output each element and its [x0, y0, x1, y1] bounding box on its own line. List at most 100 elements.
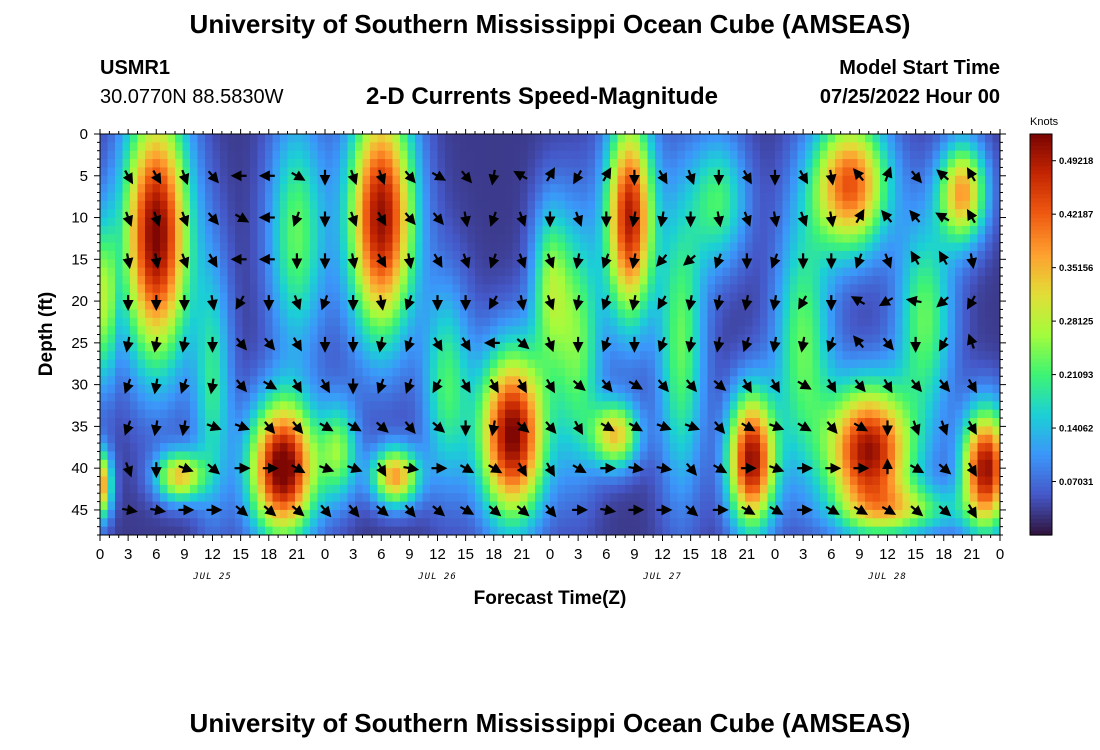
heatmap-cell: [400, 150, 409, 160]
heatmap-cell: [347, 434, 356, 444]
heatmap-cell: [460, 142, 469, 152]
heatmap-cell: [422, 401, 431, 411]
heatmap-cell: [452, 342, 461, 352]
heatmap-cell: [662, 184, 671, 194]
heatmap-cell: [467, 443, 476, 453]
heatmap-cell: [130, 159, 139, 169]
heatmap-cell: [520, 242, 529, 252]
heatmap-cell: [415, 175, 424, 185]
heatmap-cell: [505, 509, 514, 519]
heatmap-cell: [197, 134, 206, 143]
heatmap-cell: [332, 142, 341, 152]
heatmap-cell: [347, 267, 356, 277]
heatmap-cell: [317, 284, 326, 294]
heatmap-cell: [452, 443, 461, 453]
heatmap-cell: [610, 217, 619, 227]
heatmap-cell: [550, 434, 559, 444]
heatmap-cell: [310, 509, 319, 519]
heatmap-cell: [302, 175, 311, 185]
heatmap-cell: [347, 367, 356, 377]
heatmap-cell: [760, 459, 769, 469]
heatmap-cell: [400, 192, 409, 202]
heatmap-cell: [707, 401, 716, 411]
heatmap-cell: [152, 367, 161, 377]
heatmap-cell: [655, 443, 664, 453]
heatmap-cell: [595, 376, 604, 386]
heatmap-cell: [505, 184, 514, 194]
heatmap-cell: [332, 468, 341, 478]
heatmap-cell: [565, 509, 574, 519]
heatmap-cell: [722, 443, 731, 453]
heatmap-cell: [857, 309, 866, 319]
heatmap-cell: [782, 234, 791, 244]
heatmap-cell: [385, 301, 394, 311]
heatmap-cell: [145, 317, 154, 327]
heatmap-cell: [362, 175, 371, 185]
heatmap-cell: [122, 351, 131, 361]
heatmap-cell: [550, 217, 559, 227]
heatmap-cell: [257, 184, 266, 194]
heatmap-cell: [347, 292, 356, 302]
heatmap-cell: [190, 284, 199, 294]
heatmap-cell: [640, 292, 649, 302]
heatmap-cell: [677, 401, 686, 411]
heatmap-cell: [310, 409, 319, 419]
heatmap-cell: [512, 150, 521, 160]
heatmap-cell: [100, 359, 109, 369]
heatmap-cell: [497, 459, 506, 469]
heatmap-cell: [115, 167, 124, 177]
heatmap-cell: [640, 409, 649, 419]
heatmap-cell: [775, 518, 784, 528]
heatmap-cell: [445, 418, 454, 427]
heatmap-cell: [775, 501, 784, 511]
heatmap-cell: [505, 376, 514, 386]
heatmap-cell: [820, 242, 829, 252]
heatmap-cell: [812, 443, 821, 453]
heatmap-cell: [700, 267, 709, 277]
heatmap-cell: [325, 392, 334, 402]
heatmap-cell: [100, 267, 109, 277]
heatmap-cell: [475, 309, 484, 319]
heatmap-cell: [865, 200, 874, 210]
heatmap-cell: [392, 200, 401, 210]
heatmap-cell: [407, 134, 416, 143]
heatmap-cell: [520, 292, 529, 302]
heatmap-cell: [542, 518, 551, 528]
heatmap-cell: [385, 476, 394, 486]
heatmap-cell: [242, 418, 251, 427]
heatmap-cell: [445, 509, 454, 519]
heatmap-cell: [287, 509, 296, 519]
heatmap-cell: [857, 175, 866, 185]
heatmap-cell: [647, 225, 656, 235]
heatmap-cell: [775, 409, 784, 419]
heatmap-cell: [640, 259, 649, 269]
heatmap-cell: [670, 342, 679, 352]
heatmap-cell: [220, 476, 229, 486]
heatmap-cell: [737, 451, 746, 461]
heatmap-cell: [782, 175, 791, 185]
heatmap-cell: [130, 192, 139, 202]
heatmap-cell: [580, 526, 589, 535]
heatmap-cell: [250, 367, 259, 377]
heatmap-cell: [670, 334, 679, 344]
heatmap-cell: [205, 175, 214, 185]
heatmap-cell: [167, 159, 176, 169]
heatmap-cell: [107, 426, 116, 436]
heatmap-cell: [745, 150, 754, 160]
heatmap-cell: [752, 434, 761, 444]
heatmap-cell: [100, 276, 109, 285]
heatmap-cell: [647, 376, 656, 386]
heatmap-cell: [212, 184, 221, 194]
heatmap-cell: [842, 334, 851, 344]
heatmap-cell: [647, 259, 656, 269]
heatmap-cell: [760, 242, 769, 252]
heatmap-cell: [362, 326, 371, 336]
heatmap-cell: [625, 267, 634, 277]
heatmap-cell: [730, 184, 739, 194]
heatmap-cell: [520, 484, 529, 494]
heatmap-cell: [415, 451, 424, 461]
heatmap-cell: [452, 175, 461, 185]
heatmap-cell: [850, 259, 859, 269]
heatmap-cell: [137, 418, 146, 427]
heatmap-cell: [745, 309, 754, 319]
